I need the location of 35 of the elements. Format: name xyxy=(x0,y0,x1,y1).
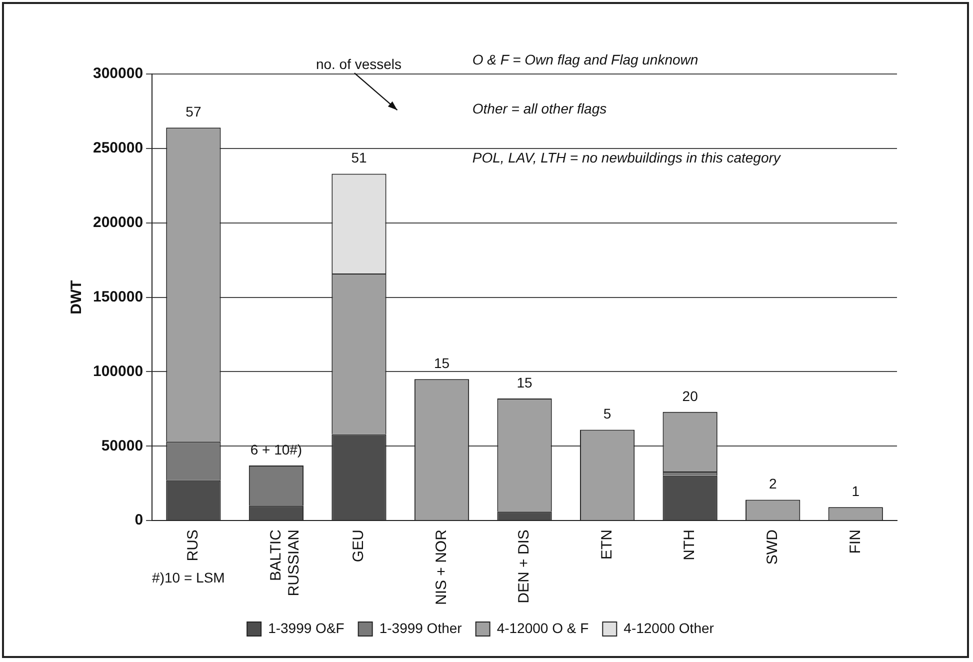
annotation: POL, LAV, LTH = no newbuildings in this category xyxy=(472,150,782,166)
x-tick-label: NTH xyxy=(681,530,698,560)
annotation: 1 xyxy=(852,483,860,500)
annotation: 15 xyxy=(516,374,533,390)
annotation: 2 xyxy=(768,476,777,492)
y-tick-label: 150000 xyxy=(92,288,144,306)
annotation: 57 xyxy=(186,103,202,120)
x-tick-label: DEN + DIS xyxy=(516,530,533,604)
y-tick-label: 50000 xyxy=(101,437,144,454)
legend-label: 4-12000 O & F xyxy=(496,620,589,636)
y-tick-label: 100000 xyxy=(92,362,144,380)
legend-label: 4-12000 Other xyxy=(624,620,714,636)
text: #)10 = LSM xyxy=(152,569,225,586)
text: no. of vessels xyxy=(316,56,402,72)
y-tick-label: 300000 xyxy=(92,65,144,82)
y-tick-label: 0 xyxy=(134,512,144,529)
x-tick-label: GEU xyxy=(350,530,368,562)
x-tick-label: ETN xyxy=(598,530,616,560)
annotation: 5 xyxy=(603,406,612,422)
text: O & F = Own flag and Flag unknown xyxy=(472,51,698,68)
annotation: 15 xyxy=(434,355,450,372)
y-tick-label: 200000 xyxy=(92,214,144,231)
y-axis-title: DWT xyxy=(68,280,86,314)
y-tick-label: 250000 xyxy=(92,140,144,157)
x-tick-label: RUS xyxy=(184,530,202,562)
x-tick-label: FIN xyxy=(846,530,864,554)
x-tick-label: BALTIC RUSSIAN xyxy=(267,529,302,596)
legend-label: 1-3999 O&F xyxy=(268,620,344,636)
annotation: 6 + 10#) xyxy=(250,441,302,458)
x-tick-label: SWD xyxy=(764,529,781,565)
annotation: 20 xyxy=(682,388,698,404)
legend-label: 1-3999 Other xyxy=(379,620,462,636)
x-tick-label: NIS + NOR xyxy=(432,529,450,606)
annotation: 51 xyxy=(351,150,367,166)
annotation: Other = all other flags xyxy=(472,100,607,117)
